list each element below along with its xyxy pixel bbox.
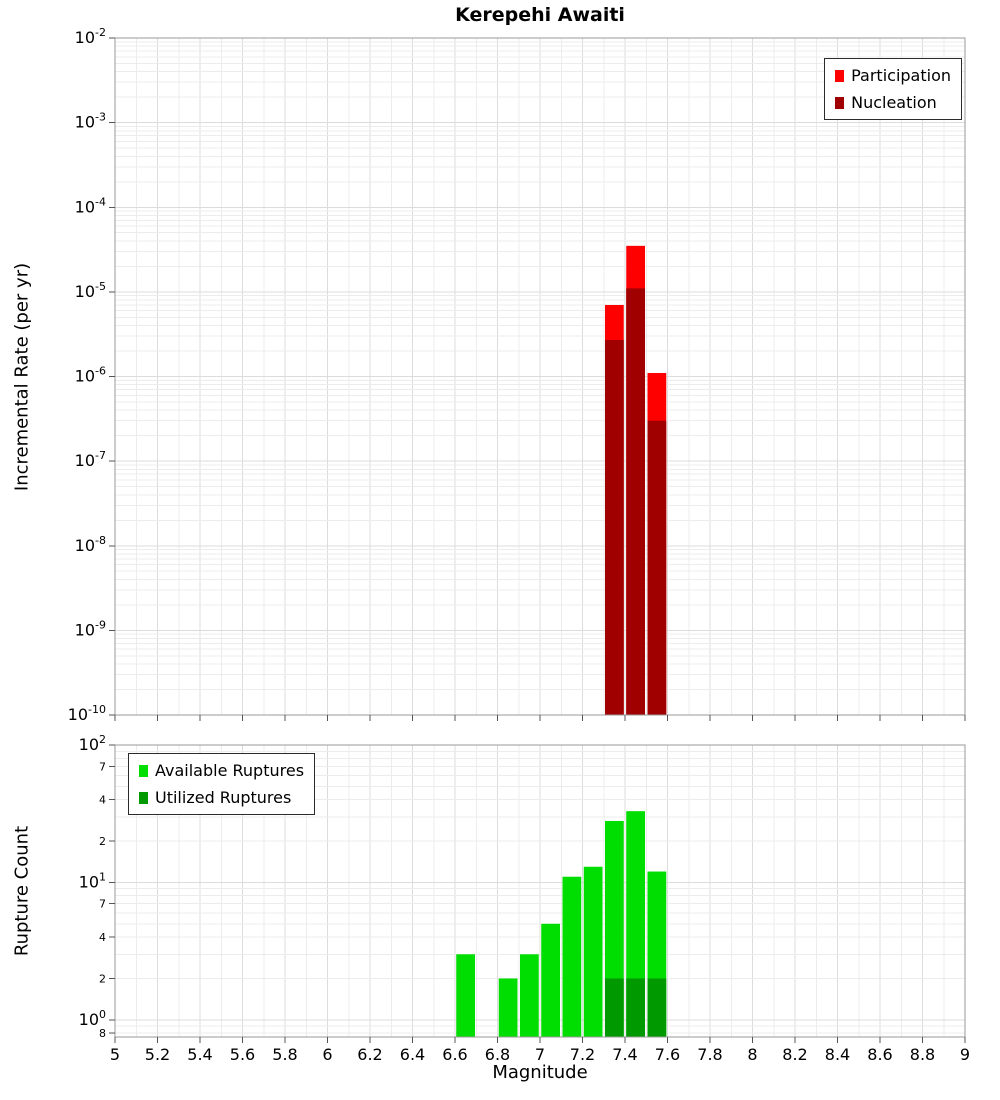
bar-available-ruptures (456, 954, 475, 1037)
y-tick-label: 4 (99, 794, 106, 807)
x-tick-label: 6.2 (357, 1045, 382, 1064)
legend-count-plot: Available Ruptures Utilized Ruptures (128, 753, 316, 815)
bar-utilized-ruptures (605, 978, 624, 1037)
bar-nucleation (626, 288, 645, 715)
y-tick-label: 8 (99, 1027, 106, 1040)
y-axis-label-incremental-rate: Incremental Rate (per yr) (11, 262, 33, 492)
x-tick-label: 5.2 (145, 1045, 170, 1064)
y-tick-label: 7 (99, 898, 106, 911)
bar-available-ruptures (520, 954, 539, 1037)
y-tick-label: 101 (79, 870, 106, 891)
y-tick-label: 10-6 (75, 365, 106, 386)
bar-nucleation (647, 420, 667, 715)
y-tick-label: 7 (99, 760, 106, 773)
participation-swatch-icon (835, 69, 845, 82)
y-tick-label: 10-3 (75, 111, 106, 132)
x-tick-label: 7.4 (612, 1045, 637, 1064)
x-tick-label: 8.2 (782, 1045, 807, 1064)
bar-utilized-ruptures (626, 978, 645, 1037)
y-tick-label: 10-4 (75, 195, 106, 216)
gridlines (114, 37, 966, 716)
bar-available-ruptures (562, 876, 582, 1037)
y-tick-label: 100 (79, 1008, 106, 1029)
y-tick-label: 10-9 (75, 618, 106, 639)
x-tick-label: 5.8 (272, 1045, 297, 1064)
chart-title: Kerepehi Awaiti (455, 4, 625, 26)
bar-available-ruptures (498, 978, 518, 1037)
x-tick-label: 9 (960, 1045, 970, 1064)
utilized-ruptures-swatch-icon (139, 791, 148, 804)
y-tick-label: 10-7 (75, 449, 106, 470)
legend-label-participation: Participation (851, 66, 951, 85)
y-tick-label: 10-2 (75, 26, 106, 47)
y-tick-label: 10-5 (75, 280, 106, 301)
nucleation-swatch-icon (835, 96, 845, 109)
axis-ticks (109, 37, 966, 721)
x-tick-label: 5.4 (187, 1045, 212, 1064)
x-tick-label: 8.4 (825, 1045, 850, 1064)
y-tick-label: 10-8 (75, 534, 106, 555)
axis-ticks (109, 744, 966, 1043)
x-tick-label: 7 (535, 1045, 545, 1064)
x-tick-label: 7.2 (570, 1045, 595, 1064)
x-tick-label: 5.6 (230, 1045, 255, 1064)
legend-label-utilized-ruptures: Utilized Ruptures (155, 788, 292, 807)
y-tick-label: 4 (99, 931, 106, 944)
legend-item-nucleation: Nucleation (835, 93, 951, 112)
x-axis-label-magnitude: Magnitude (492, 1062, 588, 1083)
y-tick-label: 2 (99, 972, 106, 985)
x-tick-label: 7.6 (655, 1045, 680, 1064)
y-tick-label: 10-10 (68, 703, 106, 724)
bar-available-ruptures (541, 923, 560, 1037)
x-tick-label: 7.8 (697, 1045, 722, 1064)
y-axis-label-rupture-count: Rupture Count (11, 825, 33, 957)
x-tick-label: 6 (322, 1045, 332, 1064)
x-tick-label: 6.4 (400, 1045, 425, 1064)
x-tick-label: 5 (110, 1045, 120, 1064)
bar-utilized-ruptures (647, 978, 667, 1037)
bar-nucleation (605, 339, 624, 715)
legend-rate-plot: Participation Nucleation (824, 58, 962, 120)
x-tick-label: 8 (747, 1045, 757, 1064)
bars (456, 811, 667, 1037)
tick-labels: 10-2 10-3 10-4 10-5 10-6 10-7 10-8 10-9 10-10 (68, 26, 106, 724)
x-tick-label: 8.6 (867, 1045, 892, 1064)
x-tick-label: 8.8 (910, 1045, 935, 1064)
x-tick-label: 6.8 (485, 1045, 510, 1064)
legend-label-available-ruptures: Available Ruptures (155, 761, 305, 780)
bars (605, 245, 667, 715)
legend-item-utilized-ruptures: Utilized Ruptures (139, 788, 304, 807)
y-tick-label: 102 (79, 733, 106, 754)
available-ruptures-swatch-icon (139, 764, 148, 777)
y-tick-label: 2 (99, 835, 106, 848)
legend-item-participation: Participation (835, 66, 951, 85)
bar-available-ruptures (583, 866, 603, 1037)
x-tick-label: 6.6 (442, 1045, 467, 1064)
legend-item-available-ruptures: Available Ruptures (139, 761, 304, 780)
legend-label-nucleation: Nucleation (851, 93, 937, 112)
